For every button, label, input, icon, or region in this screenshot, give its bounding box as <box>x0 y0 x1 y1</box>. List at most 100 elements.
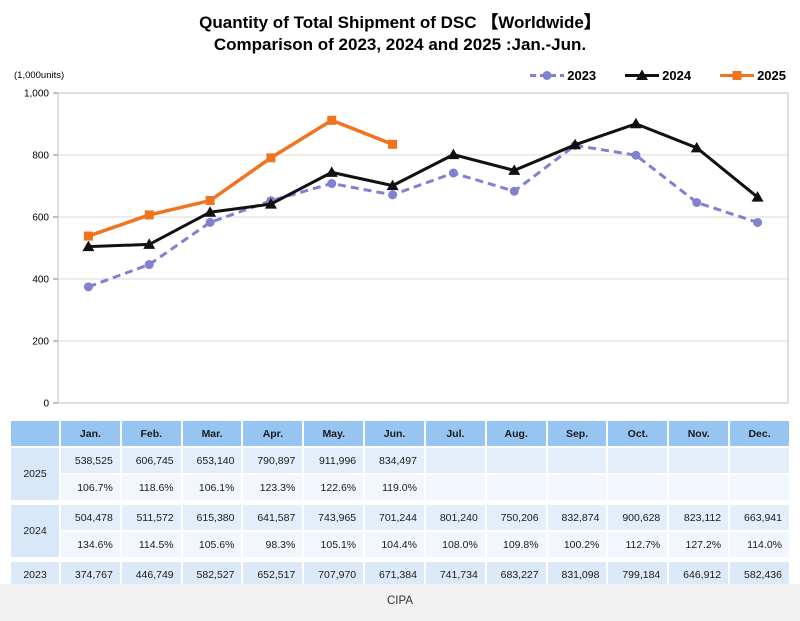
month-header: Oct. <box>608 421 668 446</box>
units-value: 701,244 <box>365 505 424 530</box>
units-value: 832,874 <box>547 505 607 530</box>
yoy-value: 112.7% <box>608 532 668 557</box>
units-value: 911,996 <box>304 448 364 473</box>
units-value: 538,525 <box>61 448 120 473</box>
footer-source: CIPA <box>387 595 413 607</box>
yoy-value: 114.0% <box>730 532 789 557</box>
y-tick-label: 0 <box>43 399 49 410</box>
units-value: 641,587 <box>243 505 303 530</box>
month-header: Apr. <box>243 421 303 446</box>
units-value: 653,140 <box>182 448 242 473</box>
yoy-value: 114.5% <box>121 532 181 557</box>
yoy-value: 105.6% <box>182 532 242 557</box>
units-value <box>425 448 485 473</box>
units-value <box>669 448 729 473</box>
yoy-value: 100.2% <box>547 532 607 557</box>
y-tick-label: 1,000 <box>24 89 49 100</box>
legend-marker-triangle-icon <box>625 69 660 80</box>
yoy-value: 98.3% <box>243 532 303 557</box>
year-label: 2024 <box>11 505 59 557</box>
yoy-value <box>547 475 607 500</box>
month-header: Dec. <box>730 421 789 446</box>
series-2023 <box>83 140 763 292</box>
units-value: 823,112 <box>669 505 729 530</box>
row-group-gap <box>11 502 789 503</box>
yoy-value: 119.0% <box>365 475 424 500</box>
yoy-value <box>425 475 485 500</box>
units-value: 511,572 <box>121 505 181 530</box>
units-value <box>547 448 607 473</box>
yoy-value: 106.1% <box>182 475 242 500</box>
chart-legend: 2023 2024 2025 <box>529 68 786 83</box>
yoy-value: 105.1% <box>304 532 364 557</box>
units-value: 671,384 <box>365 562 424 587</box>
units-value: 750,206 <box>486 505 546 530</box>
line-chart-svg: 0 200 400 600 800 1,000 <box>24 89 789 410</box>
yoy-value: 118.6% <box>121 475 181 500</box>
chart-subtitle: Comparison of 2023, 2024 and 2025 :Jan.-… <box>213 35 587 54</box>
units-value: 801,240 <box>425 505 485 530</box>
shipment-table: Jan. Feb. Mar. Apr. May. Jun. Jul. Aug. Sep. Oct.… <box>9 419 791 589</box>
yoy-value: 106.7% <box>61 475 120 500</box>
table-corner-cell <box>11 421 59 446</box>
row-group-gap <box>11 559 789 560</box>
units-value <box>730 448 789 473</box>
month-header: Aug. <box>486 421 546 446</box>
yoy-value <box>669 475 729 500</box>
month-header: Jul. <box>425 421 485 446</box>
units-value: 834,497 <box>365 448 424 473</box>
footer-bar: CIPA <box>0 584 800 621</box>
units-value: 683,227 <box>486 562 546 587</box>
series-2025 <box>83 115 398 241</box>
yoy-value <box>730 475 789 500</box>
yoy-value: 108.0% <box>425 532 485 557</box>
yoy-value: 134.6% <box>61 532 120 557</box>
units-value: 741,734 <box>425 562 485 587</box>
legend-label: 2025 <box>757 68 786 83</box>
y-tick-label: 600 <box>32 213 49 224</box>
units-value: 831,098 <box>547 562 607 587</box>
plot-border <box>57 92 789 404</box>
legend-label: 2024 <box>662 68 692 83</box>
y-tick-label: 400 <box>32 275 49 286</box>
yoy-value: 109.8% <box>486 532 546 557</box>
month-header: Jun. <box>365 421 424 446</box>
yoy-value <box>608 475 668 500</box>
y-tick-label: 800 <box>32 151 49 162</box>
legend-label: 2023 <box>567 68 597 83</box>
month-header: Jan. <box>61 421 120 446</box>
series-2024 <box>82 117 764 252</box>
chart-grid: 0 200 400 600 800 1,000 <box>24 89 788 410</box>
year-label: 2025 <box>11 448 59 500</box>
units-value: 652,517 <box>243 562 303 587</box>
units-value: 504,478 <box>61 505 120 530</box>
units-value: 646,912 <box>669 562 729 587</box>
units-value: 743,965 <box>304 505 364 530</box>
month-header: Nov. <box>669 421 729 446</box>
units-value: 707,970 <box>304 562 364 587</box>
year-label: 2023 <box>11 562 59 587</box>
y-axis-unit-label: (1,000units) <box>14 70 65 81</box>
units-value <box>486 448 546 473</box>
yoy-value <box>486 475 546 500</box>
units-value: 799,184 <box>608 562 668 587</box>
month-header: Sep. <box>547 421 607 446</box>
legend-item-2024: 2024 <box>624 68 691 83</box>
y-tick-label: 200 <box>32 337 49 348</box>
units-value <box>608 448 668 473</box>
units-value: 900,628 <box>608 505 668 530</box>
units-value: 582,527 <box>182 562 242 587</box>
chart-title: Quantity of Total Shipment of DSC 【World… <box>199 13 601 32</box>
legend-marker-circle-icon <box>530 71 565 80</box>
month-header: May. <box>304 421 364 446</box>
yoy-value: 123.3% <box>243 475 303 500</box>
units-value: 606,745 <box>121 448 181 473</box>
units-value: 663,941 <box>730 505 789 530</box>
legend-item-2023: 2023 <box>529 68 596 83</box>
units-value: 582,436 <box>730 562 789 587</box>
legend-marker-square-icon <box>720 71 755 80</box>
units-value: 615,380 <box>182 505 242 530</box>
month-header: Feb. <box>121 421 181 446</box>
units-value: 790,897 <box>243 448 303 473</box>
